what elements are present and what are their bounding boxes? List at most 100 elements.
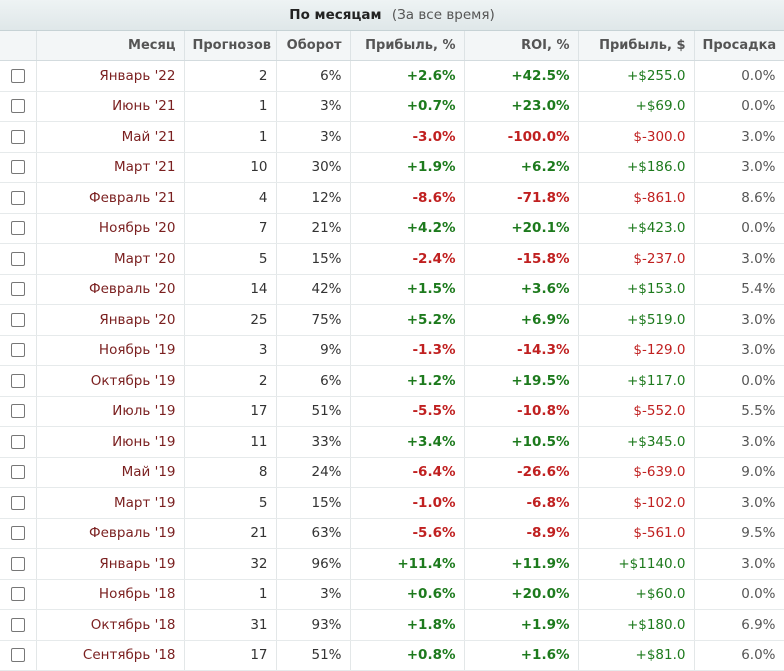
drawdown-cell: 8.6% [694,182,784,214]
row-checkbox[interactable] [10,221,25,236]
roi-cell: +42.5% [464,60,579,92]
col-header-roi[interactable]: ROI, % [464,31,579,61]
table-row: Май '21 1 3% -3.0% -100.0% $-300.0 3.0% [0,121,784,153]
panel-subtitle: (За все время) [391,7,495,23]
profit-usd-cell: +$180.0 [578,609,695,641]
roi-cell: +20.1% [464,213,579,244]
month-cell[interactable]: Июнь '21 [36,91,185,122]
row-select-cell [0,426,37,458]
row-checkbox[interactable] [10,373,25,388]
profit-usd-cell: +$255.0 [578,60,695,92]
row-checkbox[interactable] [10,617,25,632]
row-checkbox[interactable] [10,251,25,266]
drawdown-cell: 9.5% [694,518,784,549]
row-checkbox[interactable] [10,556,25,571]
profit-usd-cell: $-237.0 [578,243,695,275]
row-select-cell [0,243,37,275]
drawdown-cell: 6.0% [694,640,784,671]
month-cell[interactable]: Февраль '21 [36,182,185,214]
profit-pct-cell: +1.8% [350,609,465,641]
col-header-profit-usd[interactable]: Прибыль, $ [578,31,695,61]
month-cell[interactable]: Ноябрь '20 [36,213,185,244]
profit-pct-cell: -2.4% [350,243,465,275]
row-checkbox[interactable] [10,312,25,327]
row-checkbox[interactable] [10,434,25,449]
month-cell[interactable]: Октябрь '18 [36,609,185,641]
turnover-cell: 3% [276,91,351,122]
col-header-turnover[interactable]: Оборот [276,31,351,61]
month-cell[interactable]: Июнь '19 [36,426,185,458]
turnover-cell: 96% [276,548,351,580]
col-header-forecasts[interactable]: Прогнозов [184,31,277,61]
month-cell[interactable]: Сентябрь '18 [36,640,185,671]
drawdown-cell: 3.0% [694,335,784,366]
forecasts-cell: 3 [184,335,277,366]
row-checkbox[interactable] [10,526,25,541]
col-header-profit-pct[interactable]: Прибыль, % [350,31,465,61]
drawdown-cell: 3.0% [694,426,784,458]
row-select-cell [0,518,37,549]
profit-pct-cell: +3.4% [350,426,465,458]
turnover-cell: 75% [276,304,351,336]
row-checkbox[interactable] [10,404,25,419]
turnover-cell: 51% [276,396,351,427]
forecasts-cell: 25 [184,304,277,336]
profit-pct-cell: +0.6% [350,579,465,610]
forecasts-cell: 17 [184,640,277,671]
turnover-cell: 3% [276,579,351,610]
row-checkbox[interactable] [10,68,25,83]
drawdown-cell: 3.0% [694,152,784,183]
roi-cell: +10.5% [464,426,579,458]
profit-usd-cell: $-861.0 [578,182,695,214]
row-select-cell [0,579,37,610]
month-cell[interactable]: Март '19 [36,487,185,519]
row-checkbox[interactable] [10,648,25,663]
turnover-cell: 12% [276,182,351,214]
profit-usd-cell: $-561.0 [578,518,695,549]
col-header-drawdown[interactable]: Просадка [694,31,784,61]
forecasts-cell: 1 [184,121,277,153]
row-checkbox[interactable] [10,465,25,480]
roi-cell: +1.6% [464,640,579,671]
month-cell[interactable]: Июль '19 [36,396,185,427]
month-cell[interactable]: Март '20 [36,243,185,275]
month-cell[interactable]: Февраль '20 [36,274,185,305]
table-row: Февраль '21 4 12% -8.6% -71.8% $-861.0 8.6% [0,182,784,214]
profit-usd-cell: +$1140.0 [578,548,695,580]
month-cell[interactable]: Май '19 [36,457,185,488]
month-cell[interactable]: Январь '22 [36,60,185,92]
drawdown-cell: 3.0% [694,548,784,580]
table-row: Март '19 5 15% -1.0% -6.8% $-102.0 3.0% [0,487,784,519]
row-checkbox[interactable] [10,190,25,205]
table-row: Июль '19 17 51% -5.5% -10.8% $-552.0 5.5% [0,396,784,427]
month-cell[interactable]: Ноябрь '18 [36,579,185,610]
drawdown-cell: 0.0% [694,213,784,244]
profit-usd-cell: +$69.0 [578,91,695,122]
row-checkbox[interactable] [10,129,25,144]
turnover-cell: 33% [276,426,351,458]
month-cell[interactable]: Март '21 [36,152,185,183]
row-checkbox[interactable] [10,495,25,510]
roi-cell: -100.0% [464,121,579,153]
month-cell[interactable]: Январь '19 [36,548,185,580]
table-row: Ноябрь '19 3 9% -1.3% -14.3% $-129.0 3.0% [0,335,784,366]
col-header-month[interactable]: Месяц [36,31,185,61]
row-checkbox[interactable] [10,343,25,358]
forecasts-cell: 1 [184,579,277,610]
row-checkbox[interactable] [10,99,25,114]
turnover-cell: 15% [276,487,351,519]
month-cell[interactable]: Ноябрь '19 [36,335,185,366]
profit-usd-cell: +$345.0 [578,426,695,458]
month-cell[interactable]: Май '21 [36,121,185,153]
row-checkbox[interactable] [10,160,25,175]
forecasts-cell: 5 [184,243,277,275]
row-checkbox[interactable] [10,282,25,297]
forecasts-cell: 21 [184,518,277,549]
month-cell[interactable]: Январь '20 [36,304,185,336]
month-cell[interactable]: Октябрь '19 [36,365,185,397]
row-checkbox[interactable] [10,587,25,602]
profit-pct-cell: +0.7% [350,91,465,122]
month-cell[interactable]: Февраль '19 [36,518,185,549]
roi-cell: +6.2% [464,152,579,183]
row-select-cell [0,548,37,580]
